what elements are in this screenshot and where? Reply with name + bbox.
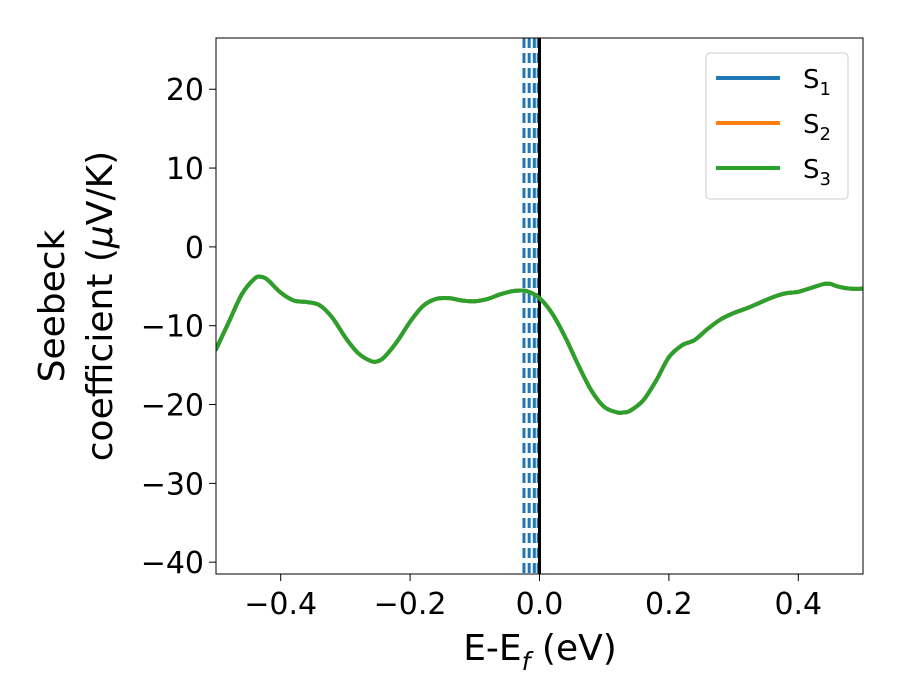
y-axis-title-line1: Seebeck: [32, 229, 73, 382]
series-line-s3: [216, 274, 863, 415]
y-axis-title-mu: μ: [80, 225, 121, 249]
legend-box: [705, 52, 849, 200]
legend-label-s1: S1: [803, 65, 831, 100]
y-tick-label: −20: [141, 389, 204, 424]
y-axis-title-line2: coefficient (μV/K): [80, 151, 121, 461]
legend-label-s2: S2: [803, 110, 831, 145]
y-tick-label: −30: [141, 467, 204, 502]
y-axis-title-line2-text: coefficient (: [80, 248, 121, 461]
series-lines: [216, 274, 863, 415]
x-axis-title: E-Ef (eV): [463, 628, 617, 676]
vertical-lines: [522, 38, 541, 574]
y-tick-label: 10: [166, 152, 204, 187]
x-tick-label: 0.4: [774, 587, 822, 622]
y-tick-label: −10: [141, 310, 204, 345]
x-tick-label: 0.0: [516, 587, 564, 622]
x-tick-label: −0.4: [244, 587, 317, 622]
x-axis-title-main: E-E: [463, 628, 521, 669]
y-axis-ticks: −40 −30 −20 −10 0 10 20: [141, 73, 216, 581]
legend: S1 S2 S3: [705, 52, 849, 200]
x-axis-title-unit: (eV): [530, 628, 616, 669]
x-tick-label: 0.2: [645, 587, 693, 622]
y-tick-label: 0: [185, 231, 204, 266]
x-axis-ticks: −0.4 −0.2 0.0 0.2 0.4: [244, 574, 822, 622]
x-tick-label: −0.2: [374, 587, 447, 622]
y-tick-label: −40: [141, 546, 204, 581]
legend-label-s3: S3: [803, 155, 831, 190]
y-tick-label: 20: [166, 73, 204, 108]
y-axis-title-unit: V/K): [80, 151, 121, 225]
y-axis-title: Seebeck coefficient (μV/K): [32, 151, 121, 461]
